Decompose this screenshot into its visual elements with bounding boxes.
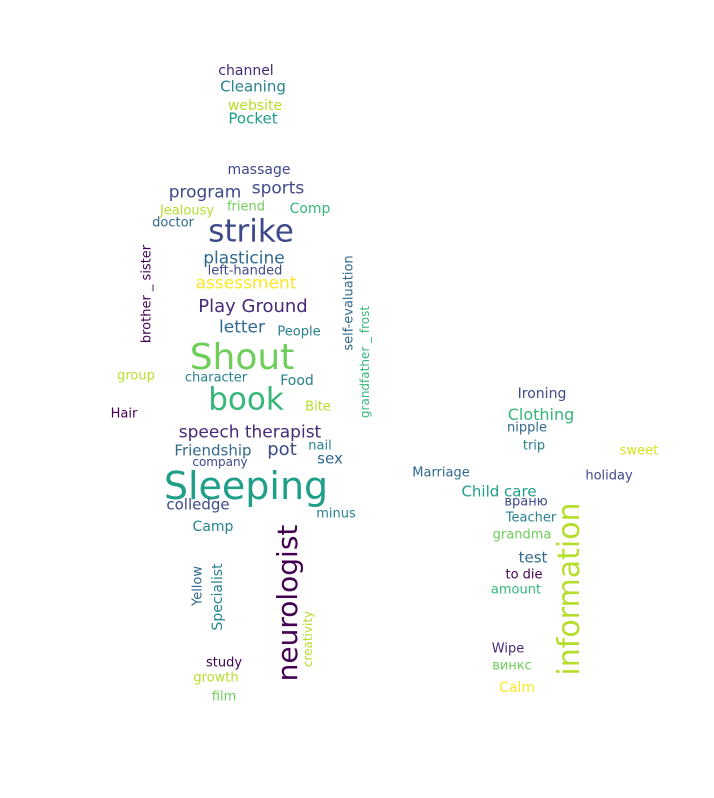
word-growth: growth [193,670,239,686]
word-sex: sex [317,449,343,468]
word-yellow: Yellow [190,565,206,607]
word-people: People [277,324,321,340]
word-teacher: Teacher [505,510,557,526]
word-pocket: Pocket [228,109,278,128]
word-website: website [227,98,283,114]
word-nipple: nipple [507,420,547,436]
word-calm: Calm [499,680,535,696]
word-child-care: Child care [461,482,537,501]
word-assessment: assessment [195,273,297,294]
word-grandma: grandma [492,527,552,543]
word-specialist: Specialist [210,563,226,631]
word-neurologist: neurologist [271,524,304,682]
word-jealousy: Jealousy [159,203,215,219]
word-friend: friend [226,199,266,215]
word-vranyu: враню [504,494,548,510]
word-friendship: Friendship [174,441,252,460]
word-camp: Camp [192,519,234,535]
word-pot: pot [267,439,297,460]
word-food: Food [280,373,314,389]
word-sleeping: Sleeping [163,464,329,508]
word-brother-sister: brother _ sister [139,244,155,344]
word-bite: Bite [305,399,331,415]
word-sweet: sweet [619,443,659,459]
word-marriage: Marriage [412,465,470,481]
word-doctor: doctor [152,215,194,231]
word-letter: letter [219,317,265,338]
word-left-handed: left-handed [207,263,283,279]
word-shout: Shout [189,337,295,378]
word-company: company [192,455,248,469]
word-trip: trip [522,438,546,454]
word-nail: nail [308,438,332,454]
word-film: film [211,689,237,705]
word-character: character [184,370,248,386]
word-creativity: creativity [301,610,315,668]
word-information: information [552,502,587,676]
word-clothing: Clothing [507,405,575,424]
word-program: program [168,182,242,203]
word-self-evaluation: self-evaluation [341,255,357,351]
word-cleaning: Cleaning [220,77,286,96]
word-amount: amount [490,582,542,598]
word-ironing: Ironing [517,386,567,402]
word-minus: minus [316,506,356,522]
word-play-ground: Play Ground [198,296,308,317]
word-study: study [205,655,243,671]
word-plasticine: plasticine [203,248,285,269]
word-sports: sports [251,178,305,199]
word-to-die: to die [505,567,543,583]
word-hair: Hair [110,406,138,422]
word-group: group [117,368,155,384]
word-vinks: винкс [492,658,532,674]
word-wipe: Wipe [491,641,525,657]
word-strike: strike [208,213,294,250]
word-grandfather-frost: grandfather _ frost [358,305,372,419]
word-test: test [518,548,548,567]
word-massage: massage [227,162,291,178]
word-speech-therapist: speech therapist [178,422,322,443]
word-channel: channel [218,63,274,79]
word-holiday: holiday [585,468,633,484]
word-colledge: colledge [166,495,230,514]
word-comp: Comp [289,201,331,217]
word-book: book [208,381,284,418]
